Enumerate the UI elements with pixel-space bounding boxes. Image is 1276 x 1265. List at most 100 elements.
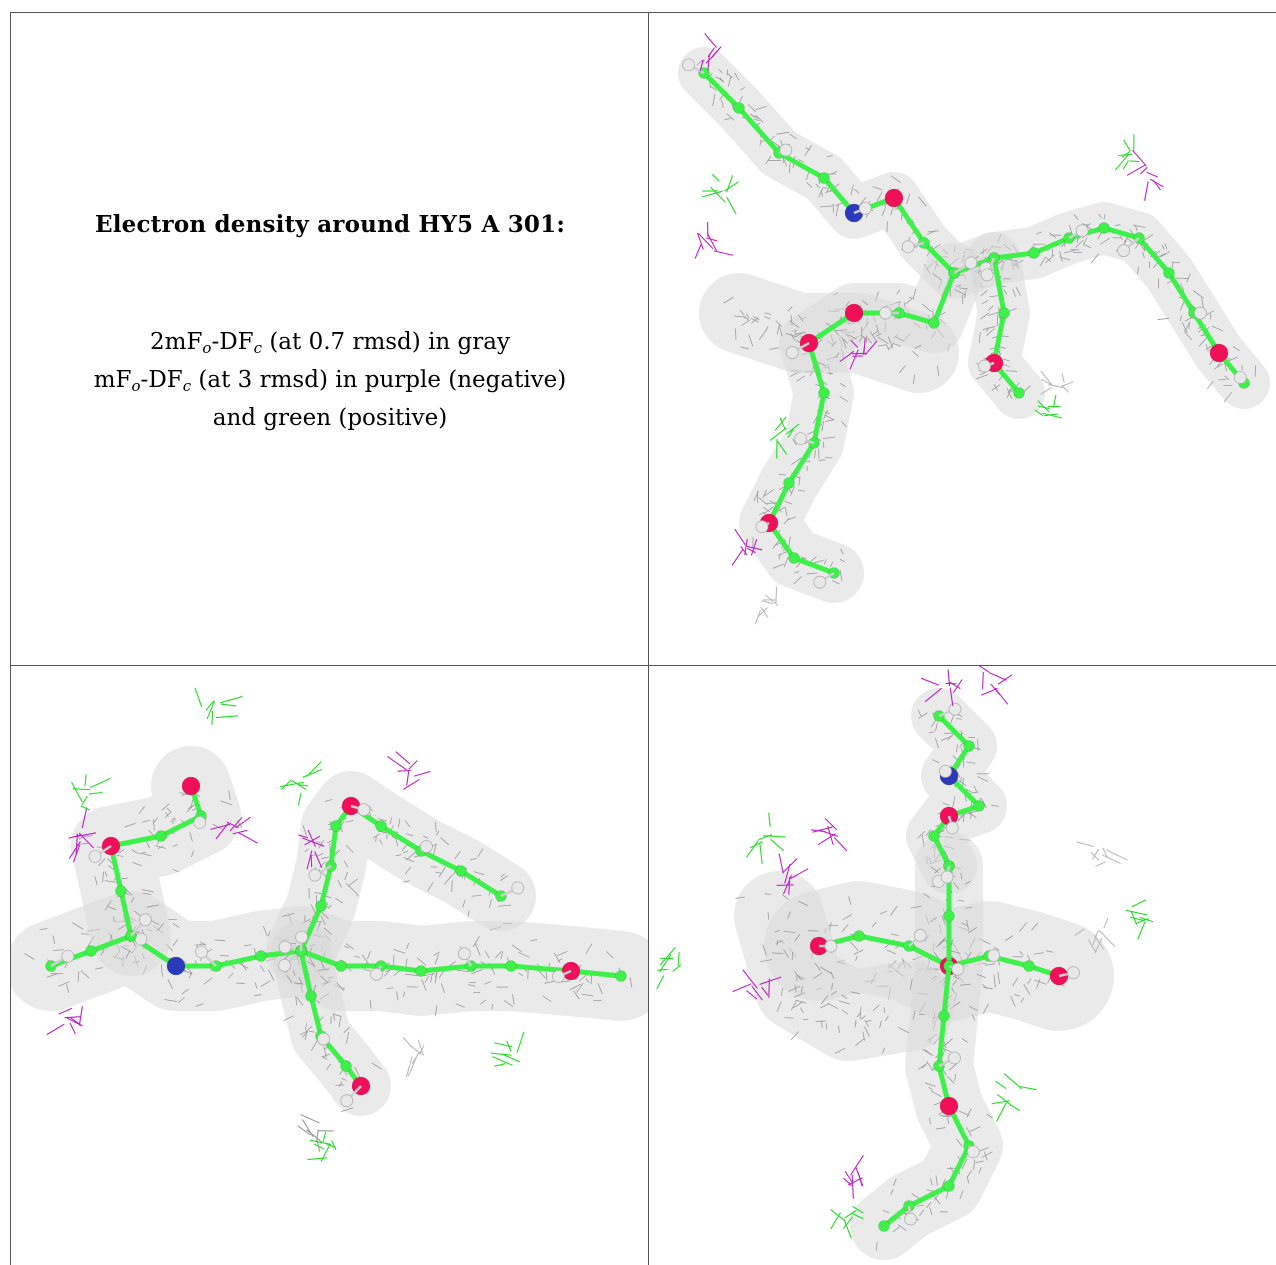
- atom: [854, 931, 865, 942]
- hydrogen-atom: [914, 929, 926, 941]
- atom: [885, 189, 903, 207]
- hydrogen-atom: [371, 968, 383, 980]
- hydrogen-atom: [62, 950, 74, 962]
- hydrogen-atom: [780, 144, 792, 156]
- hydrogen-atom: [195, 946, 207, 958]
- difference-density: [307, 1132, 335, 1161]
- caption-panel: Electron density around HY5 A 301: 2mFo-…: [11, 13, 649, 666]
- atom: [879, 1221, 890, 1232]
- hydrogen-atom: [309, 869, 321, 881]
- difference-density: [195, 688, 242, 725]
- atom: [156, 831, 167, 842]
- atom: [341, 1061, 352, 1072]
- atom: [116, 886, 127, 897]
- difference-density: [1115, 134, 1139, 170]
- atom: [1029, 248, 1040, 259]
- atom: [456, 866, 467, 877]
- density-mesh: [724, 297, 939, 384]
- hydrogen-atom: [946, 822, 958, 834]
- atom: [819, 173, 830, 184]
- atom: [336, 961, 347, 972]
- difference-density: [811, 818, 847, 850]
- hydrogen-atom: [988, 950, 1000, 962]
- hydrogen-atom: [814, 576, 826, 588]
- hydrogen-atom: [786, 347, 798, 359]
- hydrogen-atom: [948, 1052, 960, 1064]
- legend-line-colors: and green (positive): [11, 399, 649, 437]
- atom: [256, 951, 267, 962]
- difference-density: [843, 1155, 863, 1198]
- difference-density: [72, 775, 111, 811]
- difference-density: [403, 1037, 424, 1077]
- difference-density: [1126, 900, 1153, 940]
- hydrogen-atom: [552, 971, 564, 983]
- figure-grid: Electron density around HY5 A 301: 2mFo-…: [10, 12, 1276, 1265]
- difference-density: [1127, 150, 1163, 201]
- hydrogen-atom: [1118, 245, 1130, 257]
- hydrogen-atom: [981, 269, 993, 281]
- atom: [789, 553, 800, 564]
- hydrogen-atom: [756, 521, 768, 533]
- hydrogen-atom: [859, 202, 871, 214]
- hydrogen-atom: [902, 241, 914, 253]
- atom: [999, 308, 1010, 319]
- atom: [316, 901, 327, 912]
- atom: [1210, 344, 1228, 362]
- density-render-2: [11, 666, 649, 1265]
- hydrogen-atom: [279, 941, 291, 953]
- hydrogen-atom: [683, 59, 695, 71]
- atom: [939, 1011, 950, 1022]
- legend-line-2fofc: 2mFo-DFc (at 0.7 rmsd) in gray: [11, 323, 649, 361]
- density-view-3: [649, 666, 1276, 1265]
- difference-density: [298, 1115, 334, 1152]
- difference-density: [1041, 371, 1074, 394]
- atom: [929, 831, 940, 842]
- atom: [1099, 223, 1110, 234]
- difference-density: [491, 1032, 524, 1066]
- hydrogen-atom: [194, 817, 206, 829]
- atom: [1164, 268, 1175, 279]
- hydrogen-atom: [318, 1033, 330, 1045]
- density-render-3: [649, 666, 1276, 1265]
- difference-density: [1077, 842, 1128, 867]
- hydrogen-atom: [952, 963, 964, 975]
- hydrogen-atom: [512, 882, 524, 894]
- atom: [940, 1097, 958, 1115]
- difference-density: [755, 587, 778, 624]
- atom: [416, 966, 427, 977]
- hydrogen-atom: [279, 959, 291, 971]
- density-view-1: [649, 13, 1276, 666]
- hydrogen-atom: [139, 914, 151, 926]
- hydrogen-atom: [949, 703, 961, 715]
- atom: [167, 957, 185, 975]
- difference-density: [657, 947, 681, 988]
- hydrogen-atom: [1067, 967, 1079, 979]
- atom: [929, 318, 940, 329]
- hydrogen-atom: [420, 841, 432, 853]
- atom: [974, 801, 985, 812]
- difference-density: [387, 752, 430, 790]
- atom: [944, 911, 955, 922]
- atom: [182, 777, 200, 795]
- hydrogen-atom: [795, 433, 807, 445]
- difference-density: [970, 666, 1012, 704]
- atom: [306, 991, 317, 1002]
- density-render-1: [649, 13, 1276, 665]
- caption-title: Electron density around HY5 A 301:: [11, 211, 649, 238]
- difference-density: [695, 222, 733, 259]
- atom: [506, 961, 517, 972]
- legend-line-fofc: mFo-DFc (at 3 rmsd) in purple (negative): [11, 361, 649, 399]
- difference-density: [992, 1074, 1037, 1122]
- atom: [819, 388, 830, 399]
- hydrogen-atom: [880, 307, 892, 319]
- hydrogen-atom: [135, 933, 147, 945]
- hydrogen-atom: [296, 931, 308, 943]
- atom: [331, 821, 342, 832]
- hydrogen-atom: [967, 1146, 979, 1158]
- hydrogen-atom: [89, 850, 101, 862]
- difference-density: [702, 174, 738, 214]
- hydrogen-atom: [939, 765, 951, 777]
- atom: [1024, 961, 1035, 972]
- hydrogen-atom: [1234, 372, 1246, 384]
- atom: [86, 946, 97, 957]
